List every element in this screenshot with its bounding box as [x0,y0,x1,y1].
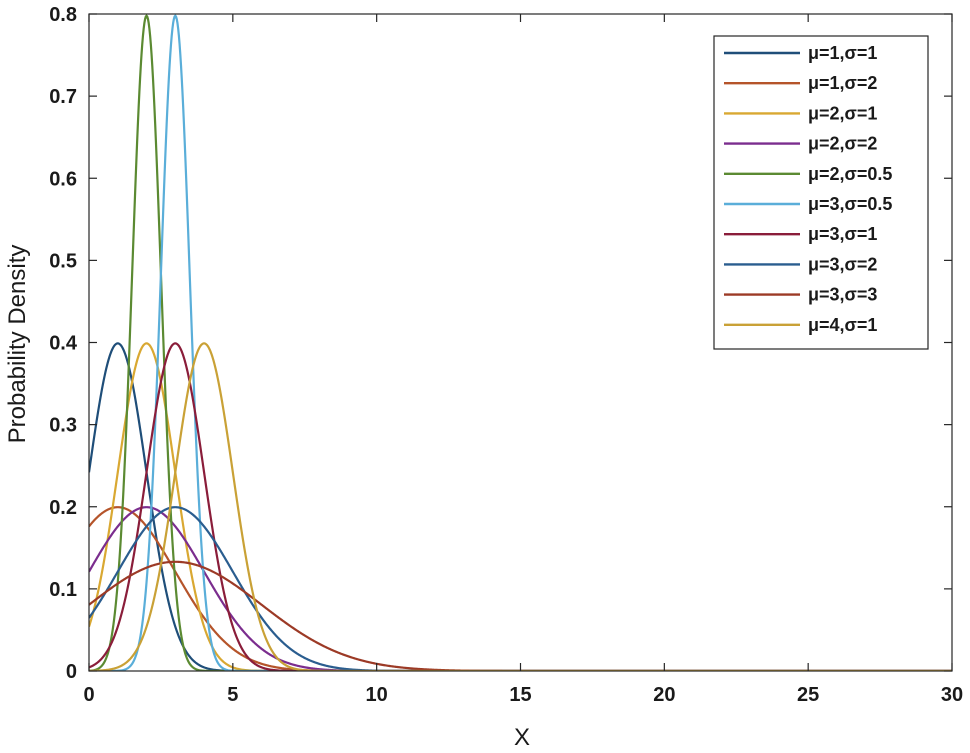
x-axis-title: X [514,724,530,751]
legend-label: μ=2,σ=1 [808,103,877,123]
series-line-7 [89,342,952,671]
legend-label: μ=2,σ=2 [808,134,877,154]
legend-box [713,35,929,350]
y-tick-label: 0.2 [49,497,77,519]
x-tick-label: 10 [366,684,388,706]
y-tick-label: 0.5 [49,250,77,272]
legend-label: μ=3,σ=2 [808,254,877,274]
y-tick-label: 0.3 [49,415,77,437]
x-tick-label: 5 [227,684,238,706]
legend-label: μ=1,σ=1 [808,43,877,63]
x-tick-label: 30 [941,684,963,706]
legend-label: μ=2,σ=0.5 [808,164,892,184]
legend-label: μ=1,σ=2 [808,73,877,93]
series-line-8 [89,506,952,671]
x-tick-label: 0 [83,684,94,706]
series-line-10 [89,342,952,671]
series-line-2 [89,506,952,671]
axes: 0 5 10 15 20 25 30 0 0.1 0.2 0.3 0.4 0.5 0.6 0.7 0.8 [49,4,963,706]
series-line-4 [89,506,952,671]
legend-label: μ=3,σ=3 [808,285,877,305]
x-tick-label: 25 [797,684,819,706]
x-tick-label: 15 [509,684,531,706]
legend-label: μ=4,σ=1 [808,315,877,335]
y-tick-label: 0.4 [49,333,78,355]
x-tick-label: 20 [653,684,675,706]
y-tick-label: 0.8 [49,4,77,26]
y-axis-title: Probability Density [4,245,31,444]
y-tick-label: 0.6 [49,168,77,190]
y-tick-label: 0.7 [49,86,77,108]
legend: μ=1,σ=1 μ=1,σ=2 μ=2,σ=1 μ=2,σ=2 μ=2,σ=0.5 μ=3… [713,35,929,350]
legend-label: μ=3,σ=1 [808,224,877,244]
y-tick-label: 0.1 [49,579,77,601]
legend-label: μ=3,σ=0.5 [808,194,892,214]
y-tick-label: 0 [66,661,77,683]
